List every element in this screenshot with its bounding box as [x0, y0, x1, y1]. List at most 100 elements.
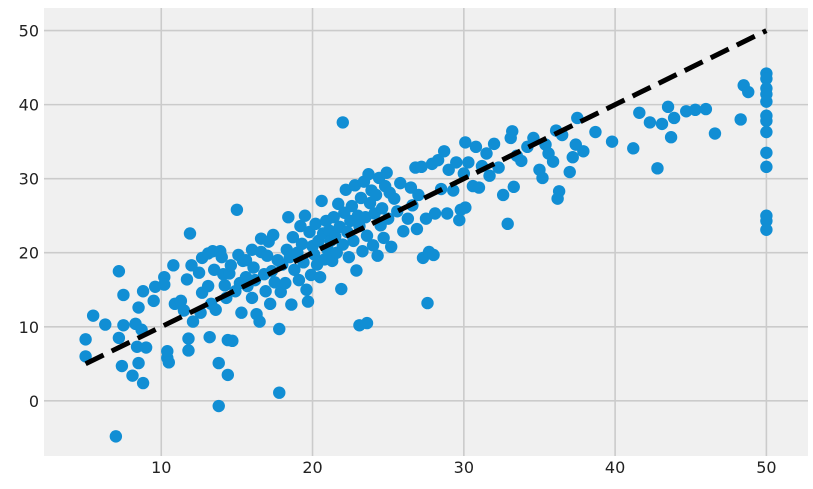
data-point: [224, 259, 238, 272]
data-point: [182, 332, 195, 345]
data-point: [428, 207, 442, 220]
data-point: [332, 197, 345, 211]
data-point: [235, 306, 248, 319]
data-point: [327, 210, 340, 224]
data-point: [329, 230, 342, 243]
data-point: [651, 162, 664, 175]
reference-line: [84, 28, 768, 367]
y-tick-label: 50: [19, 22, 39, 41]
data-point: [664, 131, 678, 144]
data-point: [385, 240, 398, 254]
data-point: [742, 85, 755, 99]
data-point: [415, 160, 428, 174]
data-point: [136, 376, 150, 390]
data-point: [112, 265, 126, 278]
data-point: [273, 386, 286, 399]
data-point: [174, 294, 188, 308]
data-point: [462, 156, 475, 169]
data-point: [760, 114, 773, 128]
data-point: [136, 285, 150, 298]
data-point: [309, 217, 322, 231]
data-point: [356, 245, 369, 258]
data-points: [79, 67, 773, 443]
y-tick-label: 10: [19, 318, 39, 337]
data-point: [655, 117, 669, 131]
data-point: [397, 225, 410, 238]
data-point: [79, 350, 92, 363]
data-point: [450, 156, 463, 169]
data-point: [760, 160, 773, 174]
data-point: [667, 111, 681, 125]
data-point: [336, 238, 349, 251]
data-point: [369, 188, 383, 202]
data-point: [253, 315, 266, 328]
data-point: [459, 136, 472, 149]
data-point: [394, 176, 407, 190]
data-point: [366, 239, 380, 252]
data-point: [109, 430, 123, 443]
data-point: [507, 180, 520, 194]
data-point: [375, 202, 389, 215]
data-point: [643, 116, 657, 129]
data-point: [279, 276, 292, 290]
data-point: [130, 340, 144, 353]
data-point: [292, 273, 306, 287]
data-point: [501, 217, 514, 231]
data-point: [117, 288, 130, 302]
data-point: [221, 368, 235, 382]
data-point: [442, 163, 455, 176]
data-point: [259, 285, 272, 298]
data-point: [313, 270, 327, 284]
data-point: [699, 102, 713, 116]
data-point: [285, 298, 298, 311]
data-point: [401, 212, 415, 225]
data-point: [447, 184, 460, 197]
data-point: [760, 214, 773, 228]
data-point: [186, 315, 200, 328]
data-point: [371, 249, 384, 262]
data-point: [286, 230, 300, 244]
data-point: [496, 188, 510, 202]
data-point: [185, 259, 198, 272]
data-point: [139, 341, 153, 354]
data-point: [247, 261, 260, 274]
data-point: [79, 333, 92, 346]
data-point: [380, 166, 393, 179]
data-point: [192, 266, 206, 279]
data-point: [362, 168, 375, 181]
data-point: [201, 279, 215, 293]
data-point: [437, 145, 451, 158]
data-point: [453, 213, 466, 227]
y-tick-label: 0: [29, 392, 39, 411]
data-point: [605, 135, 619, 148]
data-point: [99, 318, 112, 331]
data-point: [115, 359, 129, 373]
data-point: [566, 151, 579, 164]
data-point: [388, 192, 401, 205]
data-point: [689, 103, 702, 117]
data-point: [294, 219, 307, 233]
data-point: [552, 185, 566, 198]
data-point: [431, 153, 445, 167]
data-point: [563, 165, 576, 179]
data-point: [288, 263, 301, 276]
data-point: [132, 301, 145, 314]
data-point: [536, 171, 549, 185]
data-point: [427, 248, 440, 262]
data-point: [480, 147, 493, 160]
data-point: [483, 169, 496, 182]
data-point: [492, 161, 505, 174]
data-point: [760, 72, 773, 85]
data-point: [336, 116, 349, 129]
data-point: [132, 356, 145, 370]
data-point: [577, 145, 590, 158]
data-point: [239, 253, 253, 267]
data-point: [360, 229, 374, 242]
data-point: [203, 330, 216, 344]
data-point: [360, 316, 374, 330]
data-point: [126, 369, 139, 382]
data-point: [147, 294, 160, 308]
data-point: [218, 279, 231, 292]
data-point: [546, 155, 560, 168]
data-point: [167, 259, 180, 272]
